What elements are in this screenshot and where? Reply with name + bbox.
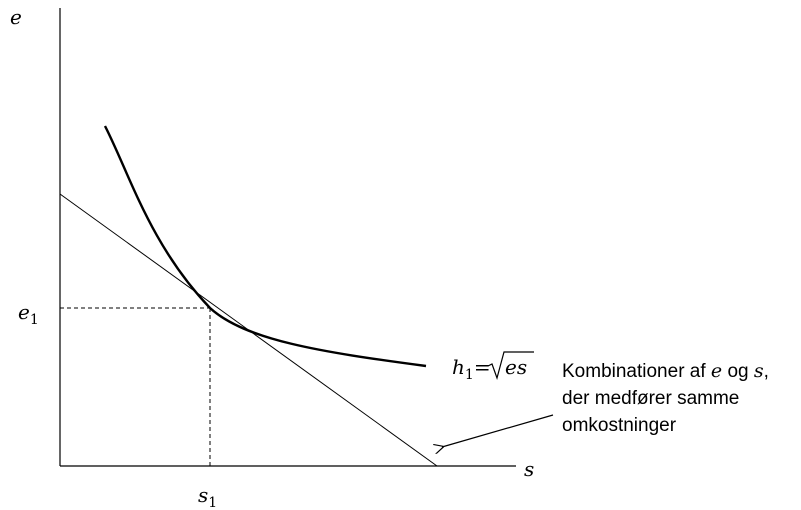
annotation-line-1: Kombinationer af e og s,: [562, 360, 769, 382]
curve-label: h1= es: [452, 351, 534, 383]
svg-text:h1=: h1=: [452, 355, 491, 383]
radicand: es: [505, 355, 527, 379]
sqrt-icon: [487, 351, 534, 381]
annotation-line-3: omkostninger: [562, 415, 677, 436]
annotation-arrow: [442, 414, 554, 447]
annotation-line-2: der medfører samme: [562, 388, 739, 409]
isocost-annotation: Kombinationer af e og s, der medfører sa…: [562, 360, 769, 436]
y-axis-label: e: [10, 5, 22, 29]
e1-label: e1: [18, 300, 39, 328]
x-axis-label: s: [524, 457, 534, 481]
s1-label: s1: [198, 483, 217, 510]
isoquant-curve: [103, 125, 427, 368]
